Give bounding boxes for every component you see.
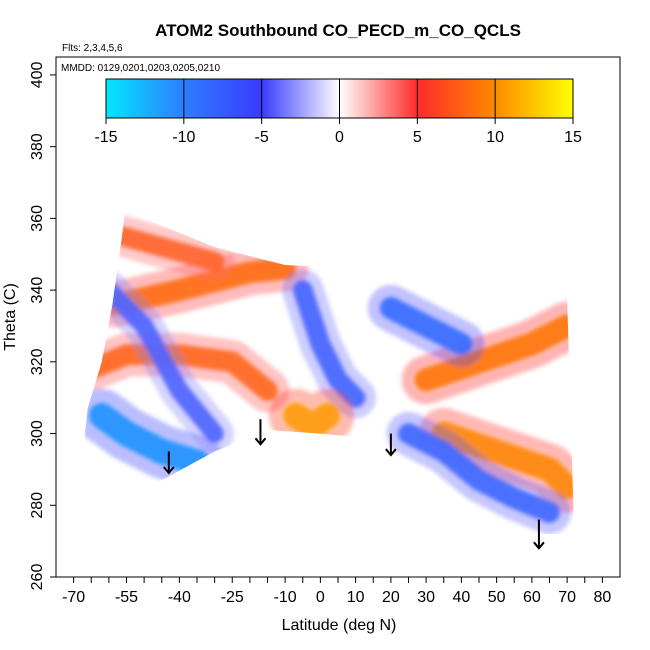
- flight-arrow: [385, 433, 397, 457]
- y-tick-label: 280: [29, 492, 46, 519]
- flights-subtitle: Flts: 2,3,4,5,6: [62, 43, 123, 54]
- x-axis: -70 -55 -40 -25 -10 0 10 20 30 40 50 60 70 80: [62, 577, 611, 606]
- colorbar-tick-label: -15: [94, 129, 117, 146]
- positive-anomaly-halo: [401, 301, 575, 405]
- y-axis: 260 280 300 320 340 360 380 400: [29, 61, 56, 590]
- flight-arrow-head: [163, 466, 175, 475]
- x-tick-label: -40: [168, 589, 191, 606]
- heatmap-field: [73, 189, 575, 534]
- y-tick-label: 380: [29, 133, 46, 160]
- x-tick-label: -70: [62, 589, 85, 606]
- colorbar-tick-label: 15: [564, 129, 582, 146]
- x-tick-label: 20: [382, 589, 400, 606]
- positive-anomaly-halo: [102, 215, 236, 282]
- y-tick-label: 360: [29, 205, 46, 232]
- x-tick-label: -55: [115, 589, 138, 606]
- arrow-layer: [163, 419, 545, 550]
- negative-anomaly-halo: [367, 284, 485, 367]
- positive-anomaly-halo: [418, 407, 575, 513]
- y-tick-label: 300: [29, 420, 46, 447]
- flight-arrow-head: [385, 448, 397, 457]
- x-tick-label: 60: [523, 589, 541, 606]
- chart-title: ATOM2 Southbound CO_PECD_m_CO_QCLS: [155, 21, 521, 40]
- negative-anomaly-halo: [282, 269, 377, 419]
- colorbar-tick-label: 0: [335, 129, 344, 146]
- x-tick-label: 50: [488, 589, 506, 606]
- y-axis-label: Theta (C): [2, 283, 19, 351]
- y-tick-label: 340: [29, 277, 46, 304]
- x-axis-label: Latitude (deg N): [282, 617, 397, 634]
- colorbar-tick-label: 5: [413, 129, 422, 146]
- colorbar-tick-label: -5: [255, 129, 269, 146]
- y-tick-label: 400: [29, 61, 46, 88]
- flight-arrow-head: [254, 437, 267, 446]
- y-tick-label: 320: [29, 348, 46, 375]
- x-tick-label: 40: [452, 589, 470, 606]
- positive-anomaly-halo: [268, 388, 355, 454]
- x-tick-label: 10: [347, 589, 365, 606]
- flight-arrow-head: [533, 541, 545, 550]
- x-tick-label: 0: [316, 589, 325, 606]
- x-tick-label: -25: [221, 589, 244, 606]
- negative-anomaly-halo: [386, 411, 572, 534]
- dates-subtitle: MMDD: 0129,0201,0203,0205,0210: [61, 63, 220, 74]
- flight-arrow: [533, 519, 545, 550]
- x-tick-label: 30: [417, 589, 435, 606]
- data-layer: [73, 189, 575, 534]
- flight-arrow: [254, 419, 267, 446]
- y-tick-label: 260: [29, 564, 46, 591]
- negative-anomaly-halo: [89, 270, 234, 453]
- flight-arrow: [163, 451, 175, 475]
- colorbar-tick-label: -10: [172, 129, 195, 146]
- heatmap-bands: [73, 215, 575, 534]
- colorbar-ticks: -15 -10 -5 0 5 10 15: [94, 79, 582, 146]
- negative-anomaly-halo: [74, 388, 224, 490]
- x-tick-label: 70: [558, 589, 576, 606]
- x-tick-label: -10: [274, 589, 297, 606]
- x-tick-label: 80: [593, 589, 611, 606]
- colorbar-tick-label: 10: [486, 129, 504, 146]
